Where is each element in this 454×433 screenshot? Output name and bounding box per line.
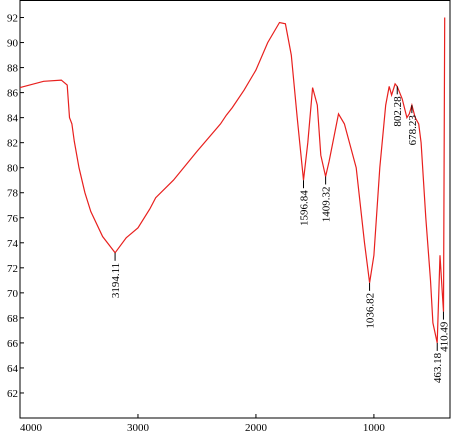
y-tick-label: 80 xyxy=(7,163,19,175)
peak-label: 678.23 xyxy=(407,115,419,146)
peak-label: 1409.32 xyxy=(321,186,333,222)
y-tick-label: 86 xyxy=(7,88,19,100)
peak-label: 410.49 xyxy=(438,321,450,352)
y-tick-label: 82 xyxy=(7,138,18,150)
peak-label: 802.28 xyxy=(392,96,404,127)
y-tick-label: 88 xyxy=(7,63,19,75)
x-tick-label: 2000 xyxy=(245,422,268,433)
spectrum-line xyxy=(19,17,446,344)
y-tick-label: 70 xyxy=(7,288,19,300)
y-tick-label: 74 xyxy=(7,238,19,250)
y-tick-label: 78 xyxy=(7,188,19,200)
peak-label: 3194.11 xyxy=(110,263,122,298)
x-tick-label: 3000 xyxy=(127,422,150,433)
y-tick-label: 68 xyxy=(7,313,19,325)
x-tick-label: 1000 xyxy=(363,422,386,433)
y-tick-label: 64 xyxy=(7,363,19,375)
y-tick-label: 72 xyxy=(7,263,18,275)
y-tick-label: 84 xyxy=(7,113,19,125)
peak-label: 463.18 xyxy=(432,352,444,383)
y-tick-label: 76 xyxy=(7,213,19,225)
y-tick-label: 66 xyxy=(7,338,19,350)
peak-label: 1036.82 xyxy=(365,293,377,329)
plot-frame xyxy=(19,0,451,419)
x-tick-label: 4000 xyxy=(20,422,43,433)
y-tick-label: 90 xyxy=(7,38,19,50)
y-tick-label: 92 xyxy=(7,13,18,25)
y-tick-label: 62 xyxy=(7,388,18,400)
peak-label: 1596.84 xyxy=(299,190,311,226)
